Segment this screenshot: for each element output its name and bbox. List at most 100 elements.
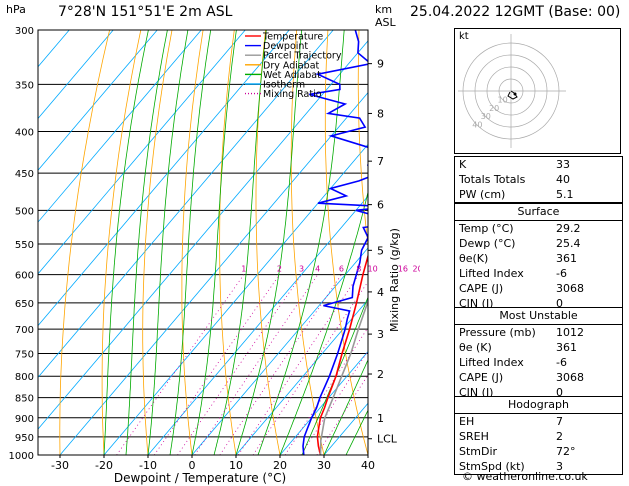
- surface-row: Temp (°C) 29.2: [455, 221, 622, 236]
- km-tick-label: 8: [377, 107, 384, 120]
- x-tick-label: 10: [229, 459, 243, 472]
- dry-adiabat-line: [219, 30, 237, 455]
- km-tick-label: 5: [377, 244, 384, 257]
- legend-label: Dry Adiabat: [263, 60, 320, 71]
- pressure-tick-label: 1000: [9, 451, 34, 462]
- most-unstable-label: Pressure (mb): [459, 326, 536, 339]
- index-label: PW (cm): [459, 188, 506, 201]
- hodograph-label: StmDir: [459, 445, 498, 458]
- surface-label: CIN (J): [459, 297, 494, 310]
- pressure-tick-label: 350: [15, 80, 34, 91]
- isotherm-line: [38, 30, 158, 171]
- surface-value: 361: [556, 252, 577, 265]
- dry-adiabat-line: [181, 30, 204, 455]
- pressure-tick-label: 550: [15, 240, 34, 251]
- km-tick-label: 2: [377, 368, 384, 381]
- hodograph-value: 3: [556, 460, 563, 473]
- isotherm-line: [235, 299, 368, 455]
- surface-row: CAPE (J) 3068: [455, 281, 622, 296]
- isotherm-line: [103, 143, 368, 455]
- legend-label: Parcel Trajectory: [263, 51, 342, 62]
- dry-adiabat-line: [142, 30, 173, 455]
- wet-adiabat-line: [125, 30, 168, 455]
- km-tick-label: 7: [377, 155, 384, 168]
- mixing-ratio-label: 4: [315, 265, 320, 274]
- km-tick-label: 1: [377, 412, 384, 425]
- mixing-ratio-label: 10: [368, 265, 378, 274]
- mixing-ratio-axis-label: Mixing Ratio (g/kg): [388, 228, 401, 332]
- most-unstable-value: 0: [556, 386, 563, 399]
- isotherm-line: [38, 40, 368, 430]
- wet-adiabat-line: [147, 30, 189, 455]
- index-label: K: [459, 158, 467, 171]
- dry-adiabat-line: [357, 30, 368, 248]
- mixing-ratio-label: 2: [277, 265, 282, 274]
- dry-adiabat-line: [324, 30, 368, 455]
- surface-label: CAPE (J): [459, 282, 504, 295]
- surface-row: Lifted Index -6: [455, 266, 622, 281]
- asl-label: ASL: [375, 16, 396, 29]
- pressure-tick-label: 900: [15, 414, 34, 425]
- legend-label: Isotherm: [263, 80, 305, 91]
- most-unstable-value: 1012: [556, 326, 584, 339]
- surface-value: -6: [556, 267, 567, 280]
- hodograph-value: 2: [556, 430, 563, 443]
- hodograph-label: EH: [459, 415, 475, 428]
- pressure-tick-label: 500: [15, 206, 34, 217]
- indices-panel: K 33 Totals Totals 40 PW (cm) 5.1: [454, 156, 623, 203]
- wet-adiabat-line: [191, 30, 237, 455]
- index-value: 33: [556, 158, 570, 171]
- hodograph-panel: Hodograph EH 7 SREH 2 StmDir 72° StmSpd (kt) 3: [454, 396, 623, 475]
- mixing-ratio-label: 8: [356, 265, 361, 274]
- most-unstable-label: Lifted Index: [459, 356, 524, 369]
- legend-label: Temperature: [262, 32, 323, 43]
- hodograph-ring-label: 10: [498, 95, 508, 104]
- index-row: K 33: [455, 157, 622, 172]
- most-unstable-row: θe (K) 361: [455, 340, 622, 355]
- legend-label: Dewpoint: [263, 41, 308, 52]
- pressure-tick-label: 700: [15, 325, 34, 336]
- pressure-tick-label: 650: [15, 299, 34, 310]
- location-title: 7°28'N 151°51'E 2m ASL: [58, 4, 233, 20]
- hodograph-row: SREH 2: [455, 429, 622, 444]
- wet-adiabat-line: [301, 296, 368, 455]
- most-unstable-title: Most Unstable: [455, 308, 622, 325]
- isotherm-line: [38, 30, 246, 275]
- surface-row: Dewp (°C) 25.4: [455, 236, 622, 251]
- most-unstable-row: CAPE (J) 3068: [455, 370, 622, 385]
- km-tick-label: 9: [377, 58, 384, 71]
- datetime-title: 25.04.2022 12GMT (Base: 00): [410, 4, 621, 20]
- mixing-ratio-line: [219, 274, 342, 455]
- mixing-ratio-label: 1: [241, 265, 246, 274]
- mixing-ratio-label: 6: [339, 265, 344, 274]
- most-unstable-label: θe (K): [459, 341, 492, 354]
- wet-adiabat-line: [257, 30, 345, 455]
- surface-value: 3068: [556, 282, 584, 295]
- hodograph-title: Hodograph: [455, 397, 622, 414]
- surface-value: 25.4: [556, 237, 581, 250]
- index-row: Totals Totals 40: [455, 172, 622, 187]
- isotherm-line: [191, 247, 368, 455]
- dewpoint-line: [302, 30, 368, 455]
- copyright-footer: © weatheronline.co.uk: [462, 470, 588, 483]
- isotherm-line: [38, 30, 114, 120]
- surface-value: 29.2: [556, 222, 581, 235]
- most-unstable-row: Pressure (mb) 1012: [455, 325, 622, 340]
- mixing-ratio-line: [300, 350, 368, 455]
- isotherm-line: [38, 30, 202, 223]
- km-tick-label: 3: [377, 328, 384, 341]
- km-tick-label: 6: [377, 199, 384, 212]
- wet-adiabat-line: [323, 359, 368, 455]
- surface-panel: Surface Temp (°C) 29.2 Dewp (°C) 25.4 θe(K) 3…: [454, 203, 623, 312]
- hodograph-value: 72°: [556, 445, 576, 458]
- dry-adiabat-line: [101, 30, 142, 455]
- wet-adiabat-line: [169, 30, 212, 455]
- pressure-tick-label: 300: [15, 26, 34, 37]
- isotherm-line: [59, 92, 368, 455]
- isotherm-line: [279, 350, 368, 455]
- surface-row: CIN (J) 0: [455, 296, 622, 311]
- storm-motion-marker: [513, 92, 517, 96]
- pressure-tick-label: 800: [15, 372, 34, 383]
- x-tick-label: 20: [273, 459, 287, 472]
- surface-row: θe(K) 361: [455, 251, 622, 266]
